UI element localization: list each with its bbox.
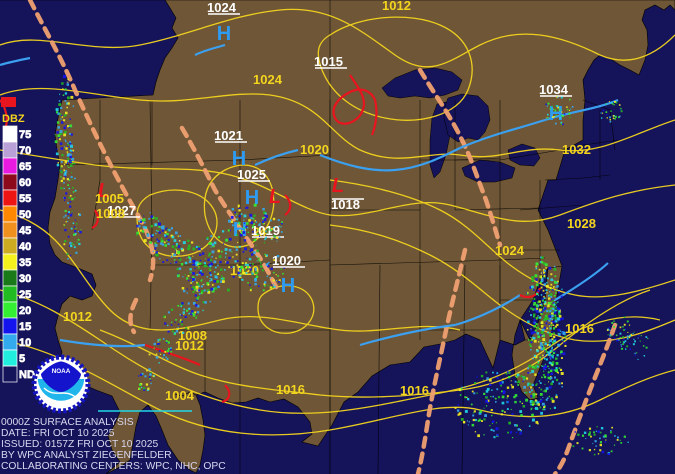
svg-text:35: 35	[19, 257, 31, 269]
svg-text:BY WPC ANALYST ZIEGENFELDER: BY WPC ANALYST ZIEGENFELDER	[1, 450, 172, 461]
svg-text:NOAA: NOAA	[52, 368, 71, 375]
svg-text:DATE: FRI OCT 10 2025: DATE: FRI OCT 10 2025	[1, 428, 115, 439]
svg-text:0000Z SURFACE ANALYSIS: 0000Z SURFACE ANALYSIS	[1, 417, 134, 428]
svg-text:H: H	[217, 23, 231, 45]
svg-text:10: 10	[19, 337, 31, 349]
svg-text:55: 55	[19, 193, 31, 205]
svg-text:1008: 1008	[96, 206, 125, 221]
svg-text:L: L	[269, 186, 281, 208]
svg-text:L: L	[332, 175, 344, 197]
svg-text:1004: 1004	[165, 388, 195, 403]
svg-text:1024: 1024	[253, 72, 283, 87]
svg-text:1028: 1028	[567, 216, 596, 231]
svg-text:20: 20	[19, 305, 31, 317]
svg-text:30: 30	[19, 273, 31, 285]
svg-text:H: H	[245, 187, 259, 209]
svg-text:COLLABORATING CENTERS: WPC, NH: COLLABORATING CENTERS: WPC, NHC, OPC	[1, 461, 226, 472]
svg-text:1021: 1021	[214, 128, 243, 143]
svg-text:75: 75	[19, 129, 31, 141]
svg-text:ISSUED: 0157Z FRI OCT 10 2025: ISSUED: 0157Z FRI OCT 10 2025	[1, 439, 158, 450]
svg-text:60: 60	[19, 177, 31, 189]
svg-text:40: 40	[19, 241, 31, 253]
svg-text:DBZ: DBZ	[2, 113, 25, 125]
svg-text:1016: 1016	[276, 382, 305, 397]
svg-text:5: 5	[19, 353, 25, 365]
svg-text:1016: 1016	[565, 321, 594, 336]
svg-text:1012: 1012	[63, 309, 92, 324]
svg-text:1020: 1020	[272, 253, 301, 268]
svg-text:1034: 1034	[539, 82, 569, 97]
svg-text:1020: 1020	[300, 142, 329, 157]
svg-text:1018: 1018	[331, 197, 360, 212]
svg-text:1012: 1012	[175, 338, 204, 353]
svg-text:1025: 1025	[237, 167, 266, 182]
svg-text:ND: ND	[19, 369, 35, 381]
svg-text:H: H	[281, 275, 295, 297]
svg-text:1012: 1012	[382, 0, 411, 13]
svg-text:1032: 1032	[562, 142, 591, 157]
svg-text:1016: 1016	[400, 383, 429, 398]
svg-text:15: 15	[19, 321, 31, 333]
svg-text:25: 25	[19, 289, 31, 301]
svg-text:1024: 1024	[495, 243, 525, 258]
svg-text:1015: 1015	[314, 54, 343, 69]
svg-text:1005: 1005	[95, 191, 124, 206]
svg-text:65: 65	[19, 161, 31, 173]
svg-text:1024: 1024	[207, 0, 237, 15]
svg-text:70: 70	[19, 145, 31, 157]
svg-text:45: 45	[19, 225, 31, 237]
svg-text:50: 50	[19, 209, 31, 221]
